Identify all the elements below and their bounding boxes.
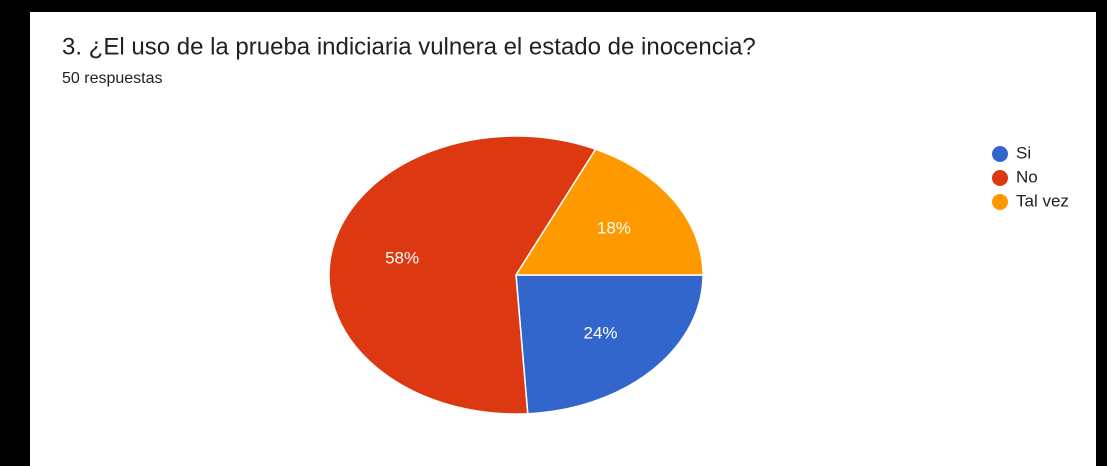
legend-marker [992,170,1008,186]
legend-label: Tal vez [1016,191,1069,210]
legend-label: Si [1016,143,1031,162]
legend-label: No [1016,167,1038,186]
legend-marker [992,146,1008,162]
pie-slice [514,148,704,276]
chart-subtitle: 50 respuestas [62,70,163,87]
data-label: 18% [597,218,631,237]
pie-slice [328,135,597,415]
legend-marker [992,194,1008,210]
data-label: 58% [385,248,419,267]
chart-title: 3. ¿El uso de la prueba indiciaria vulne… [62,33,756,60]
pie-slice [515,274,704,415]
data-label: 24% [584,323,618,342]
